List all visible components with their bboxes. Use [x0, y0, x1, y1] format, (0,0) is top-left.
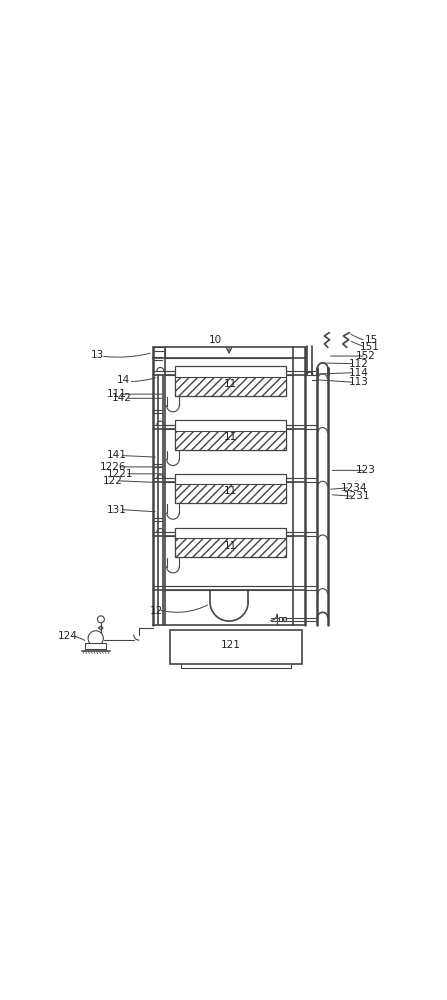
- Bar: [175, 474, 286, 503]
- Bar: [175, 528, 286, 557]
- Bar: [279, 617, 282, 621]
- Bar: [175, 431, 286, 450]
- Text: 113: 113: [349, 377, 369, 387]
- Text: 1231: 1231: [344, 491, 371, 501]
- Text: 11: 11: [224, 541, 237, 551]
- Text: 1234: 1234: [341, 483, 367, 493]
- Text: 122: 122: [103, 476, 123, 486]
- Text: 13: 13: [91, 350, 104, 360]
- Text: 114: 114: [349, 368, 369, 378]
- Text: 11: 11: [224, 379, 237, 389]
- Bar: [283, 617, 286, 621]
- Text: 1226: 1226: [100, 462, 127, 472]
- Text: 11: 11: [224, 432, 237, 442]
- Bar: [170, 630, 302, 664]
- Text: 123: 123: [356, 465, 376, 475]
- Text: 141: 141: [106, 450, 127, 460]
- Text: 1221: 1221: [107, 469, 133, 479]
- Circle shape: [97, 616, 105, 623]
- Bar: [175, 474, 286, 503]
- Bar: [175, 377, 286, 396]
- Bar: [175, 366, 286, 396]
- Text: 131: 131: [106, 505, 127, 515]
- Text: 111: 111: [106, 389, 127, 399]
- Bar: [175, 420, 286, 450]
- Bar: [85, 643, 106, 649]
- Text: 12: 12: [150, 606, 163, 616]
- Bar: [175, 538, 286, 557]
- Text: 151: 151: [359, 342, 380, 352]
- Text: 112: 112: [349, 359, 369, 369]
- Bar: [175, 484, 286, 503]
- Text: 11: 11: [224, 486, 237, 496]
- Bar: [175, 420, 286, 450]
- Bar: [175, 366, 286, 396]
- Text: 152: 152: [356, 351, 376, 361]
- Text: 142: 142: [112, 393, 131, 403]
- Text: 124: 124: [58, 631, 78, 641]
- Text: 121: 121: [221, 640, 241, 650]
- Text: 14: 14: [117, 375, 130, 385]
- Circle shape: [88, 631, 103, 646]
- Bar: [175, 528, 286, 557]
- Text: 15: 15: [364, 335, 378, 345]
- Text: 10: 10: [209, 335, 222, 345]
